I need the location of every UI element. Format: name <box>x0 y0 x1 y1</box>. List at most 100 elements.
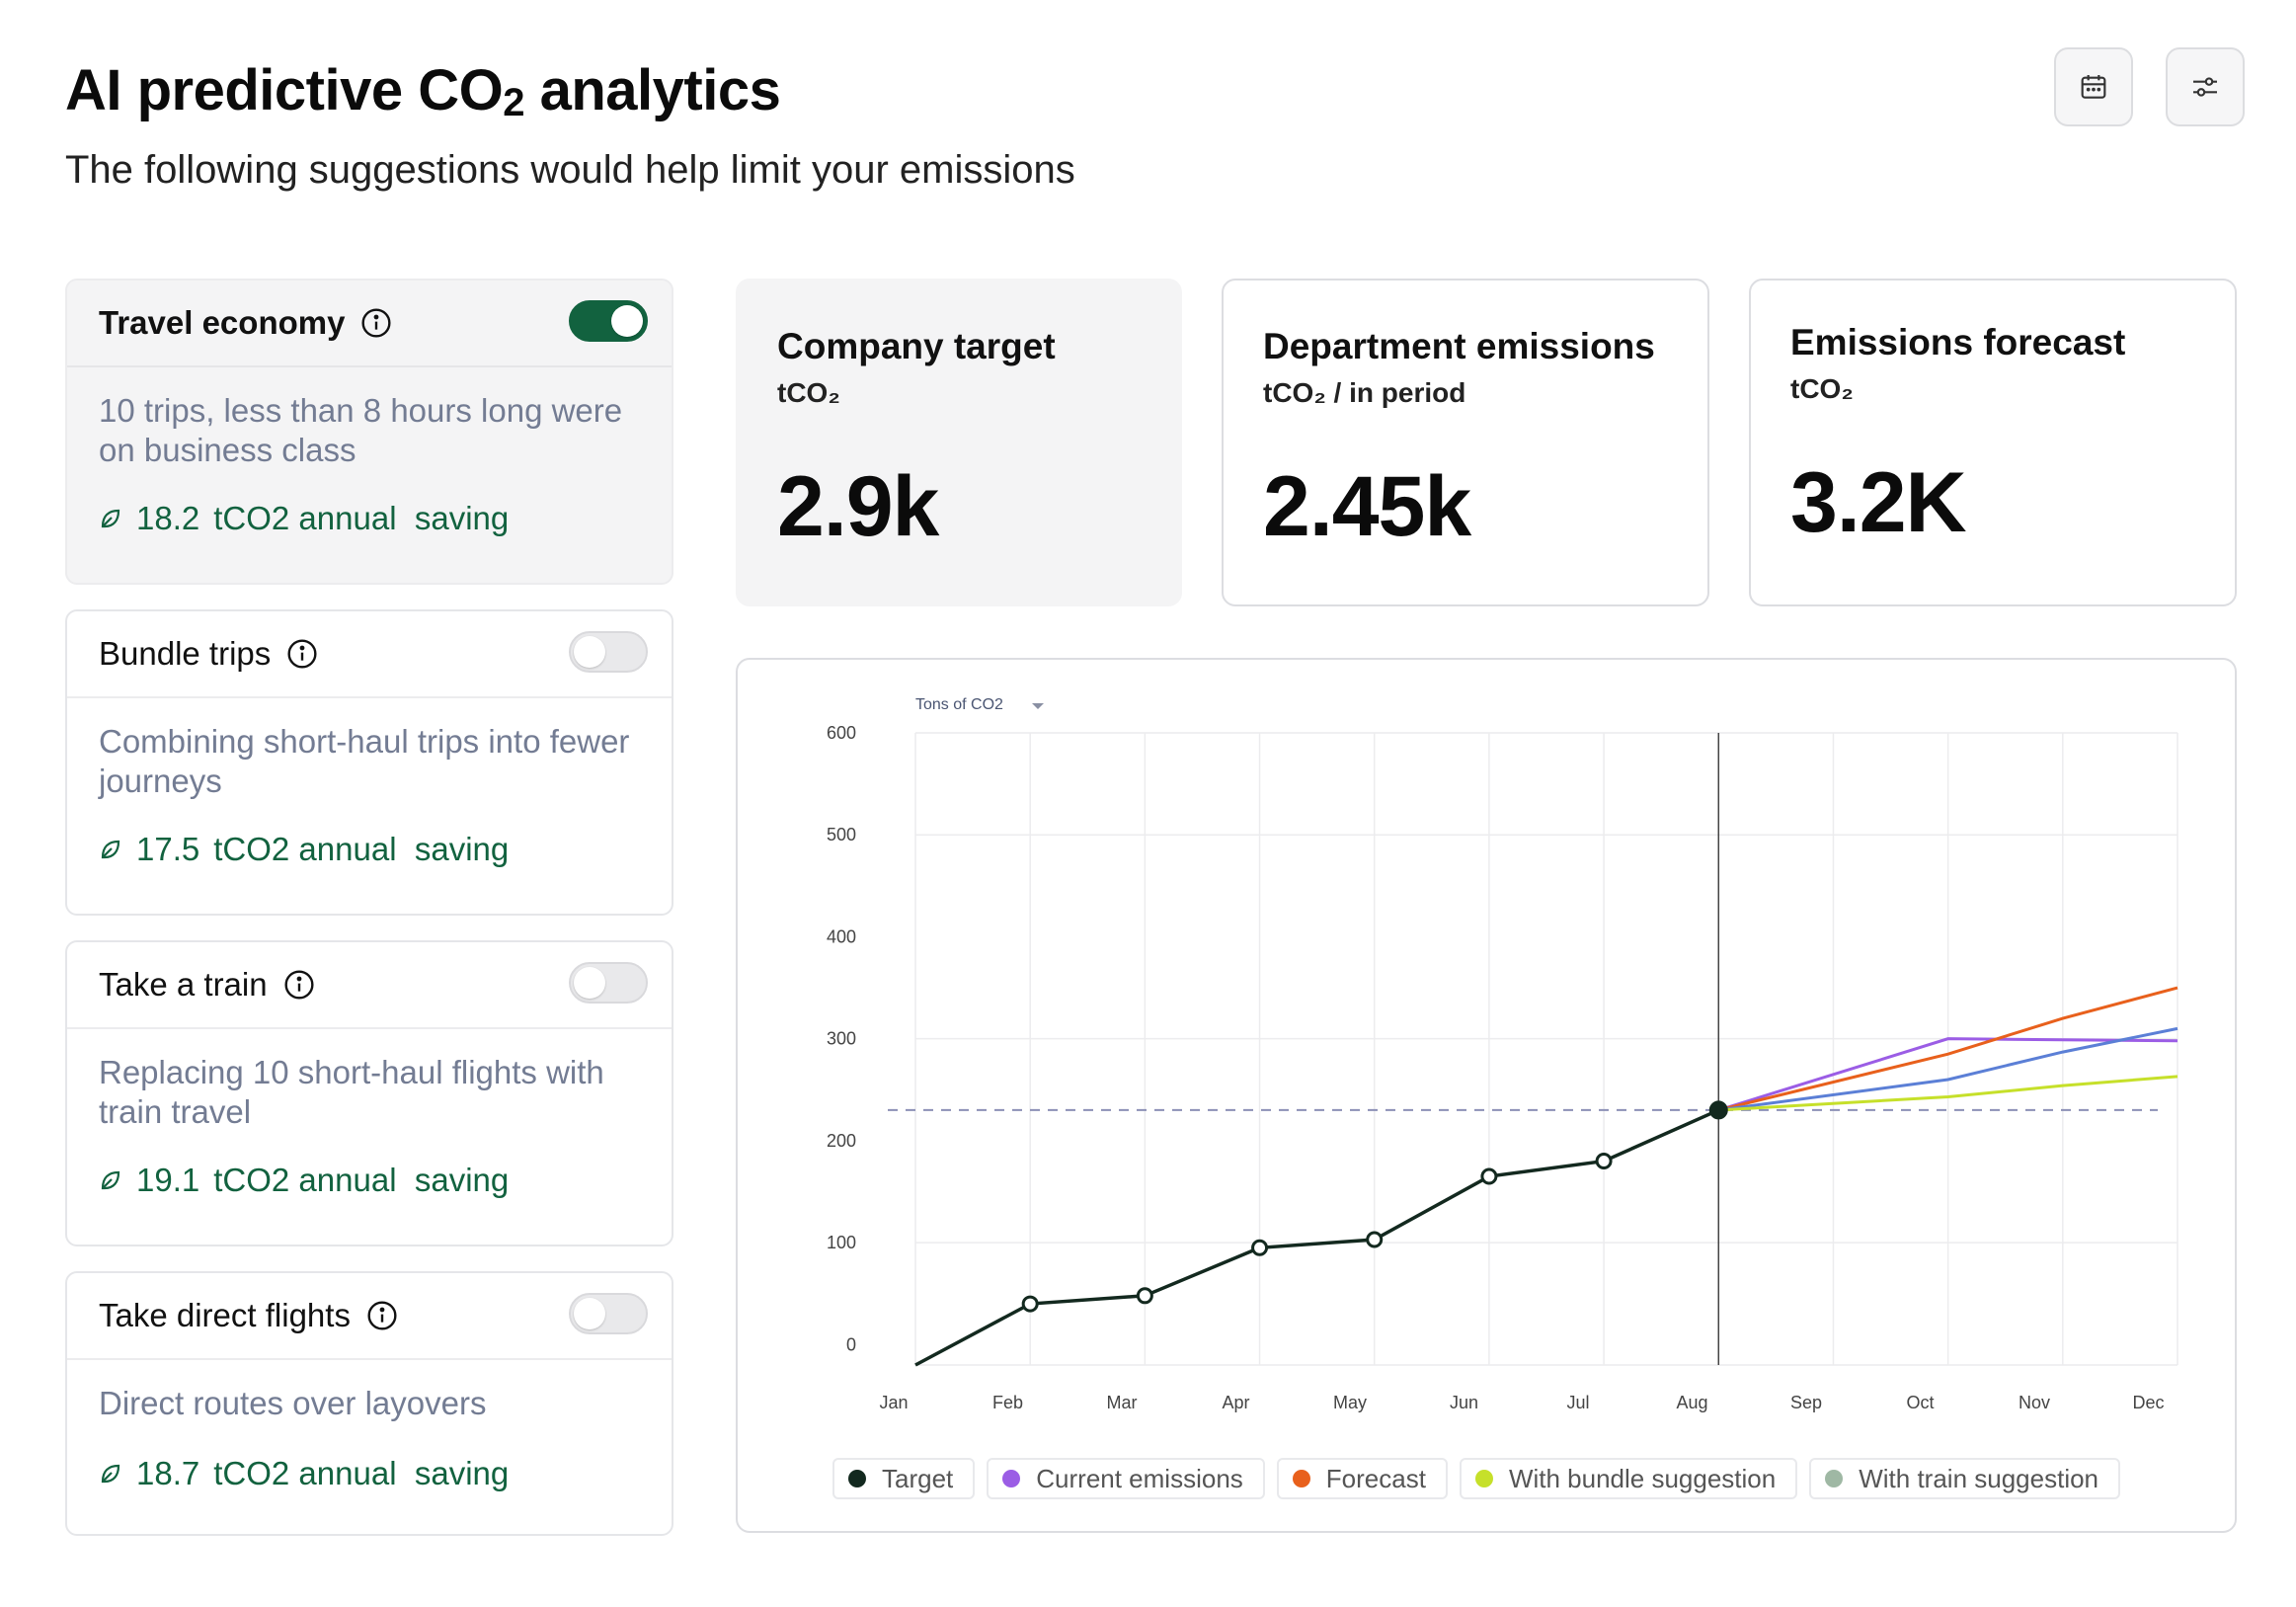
toggle-knob <box>574 967 605 999</box>
info-icon[interactable] <box>283 969 315 1001</box>
x-tick-label: Jul <box>1566 1393 1589 1412</box>
saving-value: 17.5 <box>136 831 200 867</box>
emissions-chart: Tons of CO2 0 100 200 300 400 500 600 Jan Feb Mar A… <box>736 658 2237 1533</box>
projection-line-forecast <box>1717 986 2178 1112</box>
x-tick-label: Nov <box>2019 1393 2050 1412</box>
metric-title: Company target <box>777 326 1056 366</box>
suggestion-title: Take a train <box>99 966 268 1003</box>
saving-label: tCO2 annual saving <box>213 1455 510 1491</box>
x-tick-label: Aug <box>1676 1393 1707 1412</box>
suggestion-title: Travel economy <box>99 304 346 341</box>
actual-emissions-line <box>914 1108 1719 1367</box>
legend-label: With train suggestion <box>1859 1463 2099 1493</box>
info-icon[interactable] <box>360 307 392 339</box>
suggestion-card-direct-flights: Take direct flights Direct routes over l… <box>65 1271 673 1536</box>
data-point <box>1595 1153 1613 1170</box>
data-point <box>1366 1231 1384 1248</box>
suggestion-title: Take direct flights <box>99 1297 351 1333</box>
legend-label: With bundle suggestion <box>1508 1463 1777 1493</box>
saving-row: 19.1 tCO2 annual saving <box>99 1162 640 1199</box>
legend-label: Forecast <box>1325 1463 1426 1493</box>
metric-value: 2.45k <box>1263 459 1471 554</box>
saving-value: 18.2 <box>136 500 200 536</box>
info-icon[interactable] <box>286 638 318 670</box>
leaf-icon <box>101 1464 120 1484</box>
data-point <box>1021 1295 1039 1313</box>
y-tick-label: 400 <box>827 926 856 946</box>
x-tick-label: Oct <box>1906 1393 1934 1412</box>
suggestion-card-travel-economy: Travel economy 10 trips, less than 8 hou… <box>65 279 673 585</box>
metric-title: Emissions forecast <box>1790 322 2126 362</box>
saving-row: 17.5 tCO2 annual saving <box>99 831 640 868</box>
x-tick-label: Sep <box>1790 1393 1822 1412</box>
calendar-icon <box>2081 75 2106 99</box>
toggle-knob <box>574 636 605 668</box>
saving-label: tCO2 annual saving <box>213 500 510 536</box>
suggestion-description: Replacing 10 short-haul flights with tra… <box>99 1054 604 1130</box>
x-tick-label: Jan <box>879 1393 908 1412</box>
saving-label: tCO2 annual saving <box>213 1162 510 1198</box>
toggle-knob <box>611 305 643 337</box>
x-tick-label: Dec <box>2132 1393 2164 1412</box>
chart-legend: Target Current emissions Forecast With bund… <box>832 1458 2132 1499</box>
suggestion-toggle[interactable] <box>569 631 648 673</box>
suggestion-description: Combining short-haul trips into fewer jo… <box>99 723 630 799</box>
y-tick-label: 300 <box>827 1029 856 1049</box>
leaf-icon <box>101 840 120 859</box>
chart-canvas: Tons of CO2 0 100 200 300 400 500 600 Jan Feb Mar A… <box>827 696 2178 1412</box>
legend-item[interactable]: Target <box>832 1458 976 1499</box>
legend-label: Current emissions <box>1036 1463 1243 1493</box>
suggestion-title: Bundle trips <box>99 635 272 672</box>
metric-unit: tCO₂ <box>1790 373 1854 404</box>
leaf-icon <box>101 1170 120 1190</box>
legend-dot <box>1292 1470 1310 1487</box>
saving-row: 18.2 tCO2 annual saving <box>99 500 640 537</box>
calendar-button[interactable] <box>2054 47 2133 126</box>
unit-dropdown[interactable]: Tons of CO2 <box>915 696 1003 713</box>
leaf-icon <box>101 509 120 528</box>
saving-row: 18.7 tCO2 annual saving <box>99 1455 640 1492</box>
legend-item[interactable]: With train suggestion <box>1809 1458 2121 1499</box>
legend-label: Target <box>882 1463 954 1493</box>
metric-title: Department emissions <box>1263 326 1655 366</box>
metric-emissions-forecast: Emissions forecast tCO₂ 3.2K <box>1749 279 2237 606</box>
suggestion-toggle[interactable] <box>569 300 648 342</box>
projection-line-blue_line <box>1718 1026 2178 1112</box>
data-point <box>1251 1239 1269 1256</box>
x-tick-label: Mar <box>1107 1393 1138 1412</box>
metric-unit: tCO₂ <box>777 377 840 408</box>
metric-value: 2.9k <box>777 459 939 554</box>
filter-button[interactable] <box>2166 47 2245 126</box>
legend-item[interactable]: Forecast <box>1276 1458 1448 1499</box>
legend-dot <box>1002 1470 1021 1487</box>
suggestion-description: 10 trips, less than 8 hours long were on… <box>99 392 623 468</box>
metric-unit: tCO₂ / in period <box>1263 377 1466 408</box>
info-icon[interactable] <box>366 1300 398 1331</box>
toggle-knob <box>574 1298 605 1329</box>
x-tick-label: May <box>1333 1393 1367 1412</box>
saving-value: 18.7 <box>136 1455 200 1491</box>
data-point <box>1480 1167 1498 1185</box>
projection-line-bundle <box>1718 1075 2178 1112</box>
x-tick-label: Apr <box>1222 1393 1249 1412</box>
x-tick-label: Feb <box>992 1393 1023 1412</box>
legend-item[interactable]: With bundle suggestion <box>1459 1458 1798 1499</box>
suggestion-card-take-train: Take a train Replacing 10 short-haul fli… <box>65 940 673 1246</box>
legend-dot <box>1825 1470 1844 1487</box>
suggestion-description: Direct routes over layovers <box>99 1385 487 1421</box>
legend-item[interactable]: Current emissions <box>987 1458 1265 1499</box>
metric-value: 3.2K <box>1790 455 1967 550</box>
metric-company-target: Company target tCO₂ 2.9k <box>736 279 1182 606</box>
legend-dot <box>1474 1470 1493 1487</box>
suggestion-toggle[interactable] <box>569 962 648 1004</box>
suggestion-toggle[interactable] <box>569 1293 648 1334</box>
x-tick-label: Jun <box>1450 1393 1478 1412</box>
legend-dot <box>848 1470 866 1487</box>
sliders-icon <box>2193 77 2217 97</box>
suggestion-card-bundle-trips: Bundle trips Combining short-haul trips … <box>65 609 673 916</box>
y-tick-label: 500 <box>827 825 856 844</box>
saving-value: 19.1 <box>136 1162 200 1198</box>
page-title: AI predictive CO2 analytics <box>65 58 781 124</box>
y-tick-label: 200 <box>827 1131 856 1151</box>
saving-label: tCO2 annual saving <box>213 831 510 867</box>
